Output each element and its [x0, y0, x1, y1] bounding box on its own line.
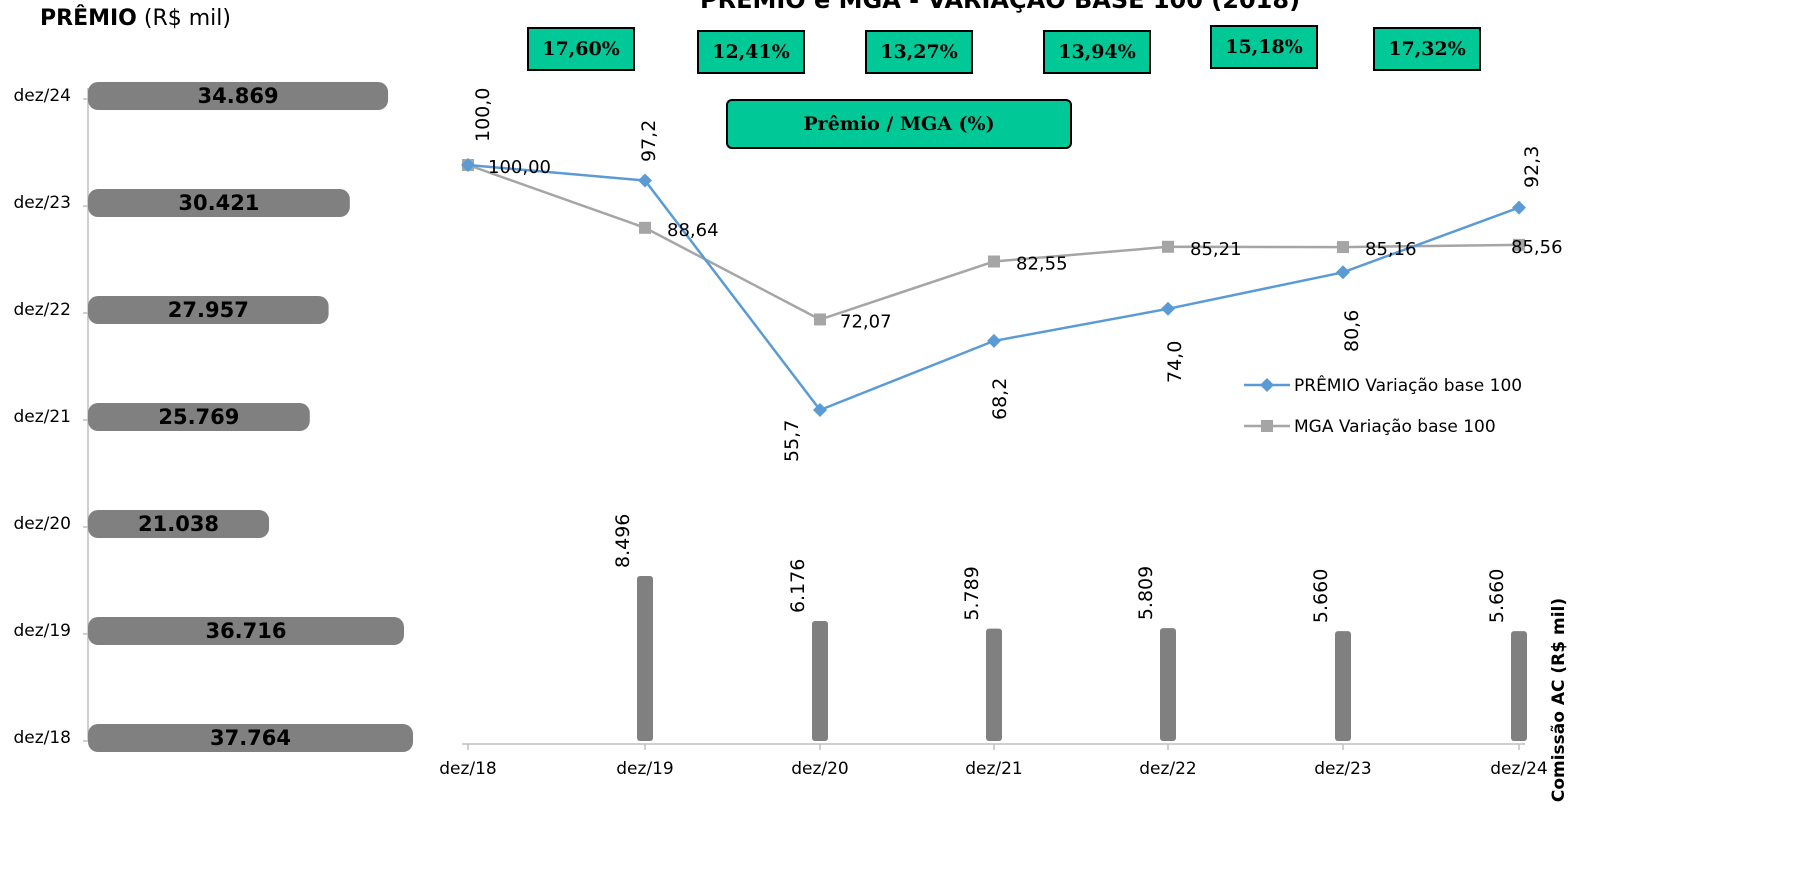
premio-title-unit: (R$ mil) [143, 6, 231, 31]
premio-point [1512, 200, 1526, 215]
legend-mga-label: MGA Variação base 100 [1294, 417, 1496, 437]
mga-point [988, 255, 1000, 268]
premio-category-label: dez/20 [13, 514, 71, 534]
commission-bar [1335, 631, 1351, 741]
premio-category-label: dez/18 [13, 728, 71, 748]
premio-point [987, 333, 1001, 348]
commission-bar [1160, 628, 1176, 741]
commission-value-label: 5.660 [1486, 569, 1508, 623]
ratio-box: 17,60% [527, 27, 635, 71]
premio-category-label: dez/21 [13, 407, 71, 427]
premio-point [813, 403, 827, 417]
mga-value-label: 82,55 [1016, 254, 1068, 275]
premio-value-label: 25.769 [158, 405, 239, 429]
premio-value-label: 37.764 [210, 726, 291, 750]
commission-bar [1511, 631, 1527, 741]
premio-value-label-rotated: 97,2 [638, 120, 660, 162]
mga-series-line [467, 163, 1520, 321]
ratio-box: 17,32% [1373, 27, 1481, 71]
premio-point [1161, 301, 1175, 316]
legend-premio-marker [1260, 378, 1274, 392]
premio-value-label-rotated: 55,7 [781, 420, 803, 462]
mga-point [814, 313, 826, 326]
mga-value-label: 100,00 [488, 157, 551, 178]
commission-value-label: 5.809 [1135, 566, 1157, 620]
premio-bar [88, 724, 413, 752]
x-tick-label: dez/20 [791, 759, 849, 779]
premio-value-label-rotated: 100,0 [472, 88, 494, 142]
ratio-box: 15,18% [1210, 25, 1318, 69]
premio-value-label: 36.716 [205, 619, 286, 643]
premio-value-label-rotated: 80,6 [1341, 310, 1363, 352]
ratio-box: 13,94% [1043, 30, 1151, 74]
commission-value-label: 5.789 [961, 566, 983, 620]
commission-value-label: 6.176 [787, 559, 809, 613]
premio-value-label: 30.421 [178, 191, 259, 215]
legend-premio-label: PRÊMIO Variação base 100 [1294, 374, 1522, 396]
premio-point [1336, 265, 1350, 280]
premio-bar [88, 296, 329, 324]
premio-value-label-rotated: 68,2 [989, 378, 1011, 420]
ratio-box: 13,27% [865, 30, 973, 74]
premio-category-label: dez/19 [13, 621, 71, 641]
x-tick-label: dez/24 [1490, 759, 1548, 779]
premio-bar [88, 82, 389, 110]
premio-category-label: dez/24 [13, 86, 71, 106]
commission-bar [637, 576, 653, 741]
legend-mga-marker [1261, 420, 1273, 432]
premio-value-label-rotated: 74,0 [1164, 341, 1186, 383]
mga-value-label: 72,07 [840, 311, 892, 332]
x-tick-label: dez/18 [439, 759, 497, 779]
premio-point [638, 173, 652, 188]
premio-category-label: dez/23 [13, 193, 71, 213]
premio-title: PRÊMIO (R$ mil) [40, 6, 231, 31]
premio-category-label: dez/22 [13, 300, 71, 320]
premio-bar [88, 510, 270, 538]
x-tick-label: dez/19 [616, 759, 674, 779]
x-tick-label: dez/22 [1139, 759, 1197, 779]
ratio-box: 12,41% [697, 30, 805, 74]
mga-point [1337, 241, 1349, 254]
premio-series-line [467, 163, 1520, 412]
premio-mga-label-box: Prêmio / MGA (%) [726, 99, 1072, 149]
premio-value-label: 34.869 [198, 84, 279, 108]
main-chart-title: PRÊMIO e MGA - VARIAÇÃO BASE 100 (2018) [700, 0, 1301, 14]
premio-bar [88, 403, 310, 431]
mga-value-label: 88,64 [667, 220, 719, 241]
mga-point [1513, 238, 1525, 251]
commission-value-label: 5.660 [1310, 569, 1332, 623]
x-tick-label: dez/23 [1314, 759, 1372, 779]
premio-point [461, 158, 475, 172]
commission-bar [986, 628, 1002, 741]
x-tick-label: dez/21 [965, 759, 1023, 779]
premio-value-label-rotated: 92,3 [1521, 146, 1543, 188]
premio-bar [88, 617, 404, 645]
mga-point [639, 221, 651, 234]
commission-bar [812, 621, 828, 741]
commission-value-label: 8.496 [612, 514, 634, 568]
premio-title-bold: PRÊMIO [40, 6, 137, 31]
mga-value-label: 85,21 [1190, 239, 1242, 260]
premio-value-label: 27.957 [168, 298, 249, 322]
commission-axis-title: Comissão AC (R$ mil) [1549, 598, 1569, 802]
mga-value-label: 85,16 [1365, 239, 1417, 260]
premio-value-label: 21.038 [138, 512, 219, 536]
mga-point [1162, 240, 1174, 253]
premio-bar [88, 189, 350, 217]
mga-value-label: 85,56 [1511, 237, 1563, 258]
